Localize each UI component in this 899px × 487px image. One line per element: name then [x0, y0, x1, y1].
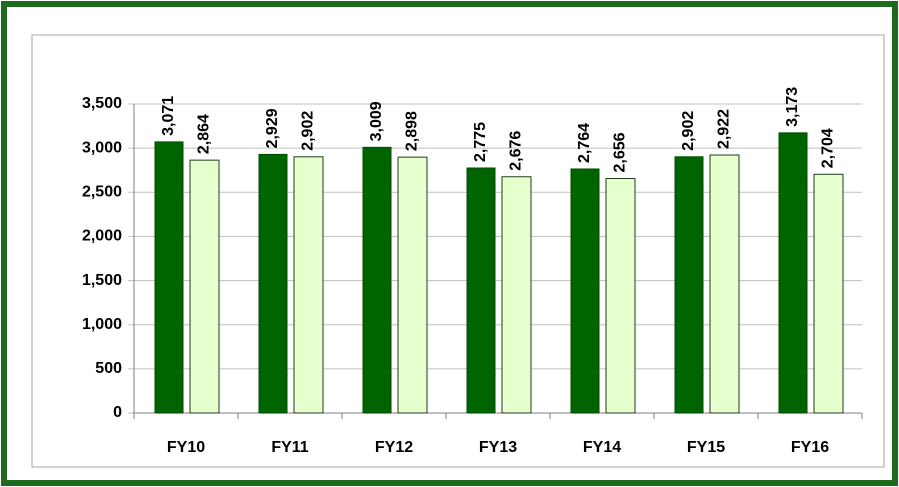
bar: [293, 156, 324, 414]
bar: [154, 141, 184, 414]
bar: [778, 132, 808, 414]
x-tick-label: FY16: [791, 439, 829, 456]
data-label: 2,902: [680, 111, 697, 151]
x-tick-label: FY12: [375, 439, 413, 456]
y-tick-label: 3,000: [82, 139, 122, 156]
bar: [570, 168, 600, 414]
bar: [189, 159, 220, 414]
data-label: 2,676: [508, 131, 525, 171]
data-label: 3,071: [160, 96, 177, 136]
x-tick-label: FY11: [271, 439, 308, 456]
bar: [466, 167, 496, 414]
x-tick-label: FY15: [687, 439, 725, 456]
y-tick-label: 1,500: [82, 272, 122, 289]
y-tick-label: 3,500: [82, 95, 122, 112]
bar: [813, 173, 844, 414]
x-tick-label: FY13: [479, 439, 517, 456]
data-label: 2,704: [820, 128, 837, 168]
y-tick-label: 2,000: [82, 228, 122, 245]
bar: [605, 178, 636, 414]
data-label: 3,173: [784, 87, 801, 127]
data-label: 3,009: [368, 101, 385, 141]
data-label: 2,929: [264, 108, 281, 148]
data-label: 2,898: [404, 111, 421, 151]
y-tick-label: 500: [95, 360, 122, 377]
data-label: 2,775: [472, 122, 489, 162]
x-tick-label: FY14: [583, 439, 621, 456]
y-tick-label: 1,000: [82, 316, 122, 333]
bar: [674, 156, 704, 414]
bar: [501, 176, 532, 414]
x-tick-label: FY10: [167, 439, 205, 456]
data-label: 2,656: [612, 132, 629, 172]
data-label: 2,864: [196, 114, 213, 154]
bar: [709, 154, 740, 414]
y-tick-label: 0: [113, 404, 122, 421]
bar: [258, 153, 288, 414]
data-label: 2,764: [576, 123, 593, 163]
bar: [362, 146, 392, 414]
data-label: 2,902: [300, 111, 317, 151]
y-tick-label: 2,500: [82, 184, 122, 201]
bar: [397, 156, 428, 414]
data-label: 2,922: [716, 109, 733, 149]
